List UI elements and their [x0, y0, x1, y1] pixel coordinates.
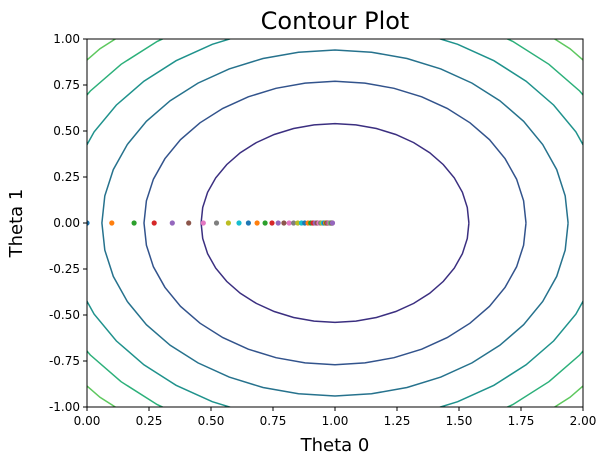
y-tick-label: -1.00	[49, 400, 80, 414]
descent-point	[87, 220, 90, 226]
y-tick-label: 0.50	[53, 124, 80, 138]
descent-point	[291, 220, 297, 226]
x-tick-label: 0.25	[136, 414, 163, 428]
x-tick-label: 0.00	[74, 414, 101, 428]
descent-point	[245, 220, 251, 226]
chart-title: Contour Plot	[261, 7, 410, 35]
descent-points	[87, 220, 336, 226]
x-tick-label: 2.00	[570, 414, 597, 428]
contour-level-4	[87, 39, 583, 407]
y-tick-label: -0.25	[49, 262, 80, 276]
descent-point	[269, 220, 275, 226]
descent-point	[225, 220, 231, 226]
x-tick-label: 1.25	[384, 414, 411, 428]
descent-point	[254, 220, 260, 226]
descent-point	[213, 220, 220, 226]
descent-point	[109, 220, 115, 226]
x-axis-label: Theta 0	[300, 435, 370, 456]
x-tick-label: 0.75	[260, 414, 287, 428]
y-tick-label: 0.00	[53, 216, 80, 230]
y-axis-ticks: -1.00 -0.75 -0.50 -0.25 0.00 0.25 0.50 0.75 1.00	[49, 32, 87, 414]
descent-point	[236, 220, 242, 226]
x-tick-label: 1.75	[508, 414, 535, 428]
descent-point	[275, 220, 281, 226]
x-tick-label: 1.50	[446, 414, 473, 428]
descent-point	[131, 220, 137, 226]
descent-point	[262, 220, 268, 226]
x-tick-label: 0.50	[198, 414, 225, 428]
descent-point	[200, 220, 206, 226]
y-tick-label: -0.75	[49, 354, 80, 368]
y-tick-label: 1.00	[53, 32, 80, 46]
y-tick-label: 0.75	[53, 78, 80, 92]
y-tick-label: 0.25	[53, 170, 80, 184]
descent-point	[151, 220, 157, 226]
descent-point	[295, 220, 301, 226]
x-tick-label: 1.00	[322, 414, 349, 428]
contour-level-3	[101, 49, 569, 397]
y-axis-label: Theta 1	[6, 189, 27, 259]
x-axis-ticks: 0.00 0.25 0.50 0.75 1.00 1.25 1.50 1.75 2.00	[74, 407, 597, 428]
descent-point	[329, 220, 336, 226]
y-tick-label: -0.50	[49, 308, 80, 322]
descent-point	[186, 220, 192, 226]
descent-point	[281, 220, 287, 226]
descent-point	[286, 220, 292, 226]
contour-level-2	[143, 80, 527, 366]
descent-point	[169, 220, 175, 226]
contour-level-6	[87, 39, 583, 407]
